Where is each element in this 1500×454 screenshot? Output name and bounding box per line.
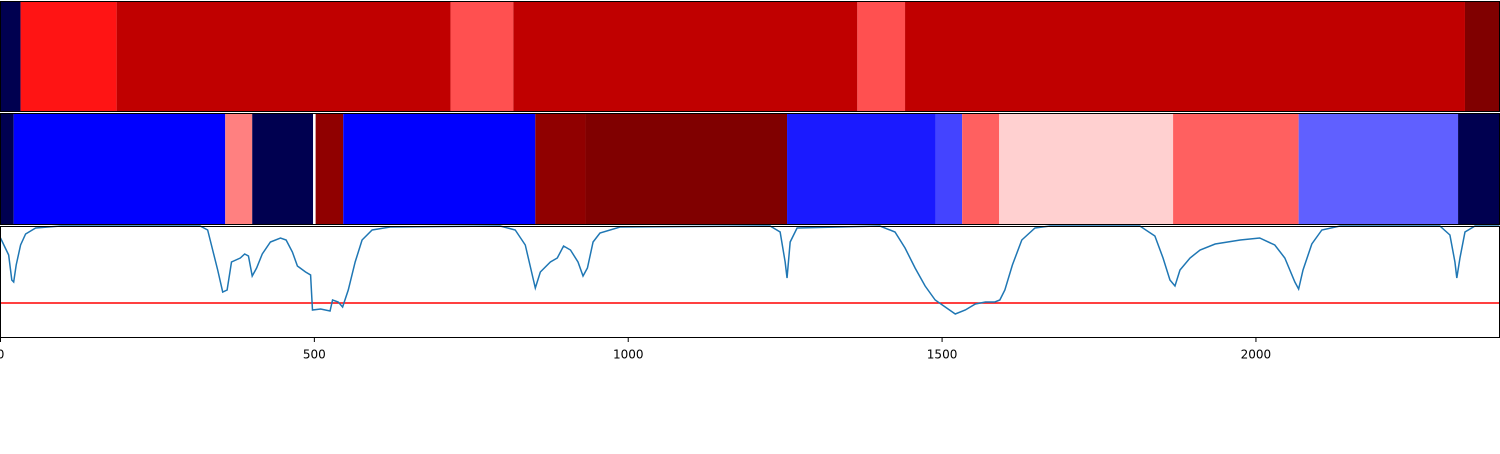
segment (225, 113, 253, 225)
segment (935, 113, 963, 225)
x-tick-label: 0 (0, 348, 4, 362)
x-tick-label: 2000 (1241, 348, 1272, 362)
segment (1173, 113, 1299, 225)
segment (1298, 113, 1459, 225)
segment (450, 1, 514, 112)
segment (0, 113, 14, 225)
segment (787, 113, 936, 225)
segment (315, 113, 344, 225)
segment (857, 1, 906, 112)
segment (252, 113, 314, 225)
segment (1458, 113, 1500, 225)
x-tick-label: 1000 (613, 348, 644, 362)
segment (535, 113, 586, 225)
segment (0, 1, 21, 112)
segment (962, 113, 1000, 225)
axes-frame (0, 226, 1500, 338)
segment (513, 1, 858, 112)
x-tick-label: 1500 (927, 348, 958, 362)
segment (13, 113, 226, 225)
segment (585, 113, 788, 225)
segment (343, 113, 536, 225)
segment (905, 1, 1465, 112)
segment (1464, 1, 1500, 112)
segment (313, 113, 316, 225)
data-line (0, 225, 1500, 315)
segment (20, 1, 117, 112)
segment (999, 113, 1174, 225)
x-tick-label: 500 (303, 348, 326, 362)
segment (116, 1, 451, 112)
